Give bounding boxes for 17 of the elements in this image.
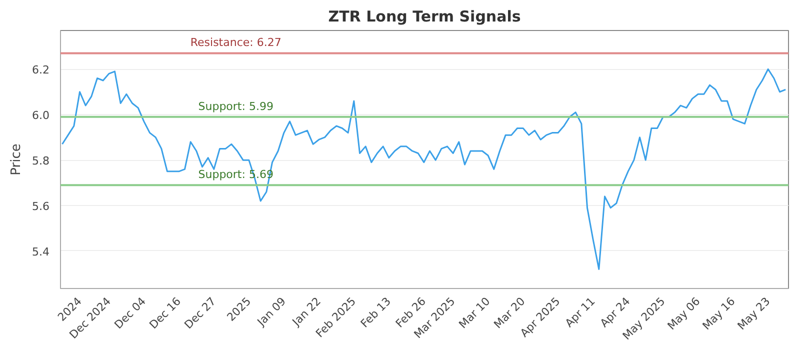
x-tick-label: Feb 13 bbox=[358, 294, 394, 330]
chart-title: ZTR Long Term Signals bbox=[328, 8, 521, 26]
y-tick-label: 6.2 bbox=[32, 64, 50, 77]
x-tick-label: Apr 11 bbox=[562, 294, 598, 330]
x-tick-label: Dec 27 bbox=[182, 294, 219, 332]
y-axis-title: Price bbox=[9, 144, 24, 176]
y-tick-label: 5.6 bbox=[32, 200, 50, 214]
x-tick-label: Mar 10 bbox=[456, 294, 493, 332]
x-tick-label: Jan 09 bbox=[254, 294, 289, 330]
x-tick-label: Dec 16 bbox=[146, 294, 184, 332]
y-tick-label: 6.0 bbox=[32, 109, 50, 122]
x-tick-label: Dec 04 bbox=[112, 294, 149, 332]
y-tick-label: 5.8 bbox=[32, 154, 50, 168]
ref-line-label: Support: 5.99 bbox=[198, 100, 274, 113]
ref-line-label: Resistance: 6.27 bbox=[190, 36, 282, 50]
line-series bbox=[62, 68, 786, 270]
y-tick-label: 5.4 bbox=[32, 245, 50, 258]
